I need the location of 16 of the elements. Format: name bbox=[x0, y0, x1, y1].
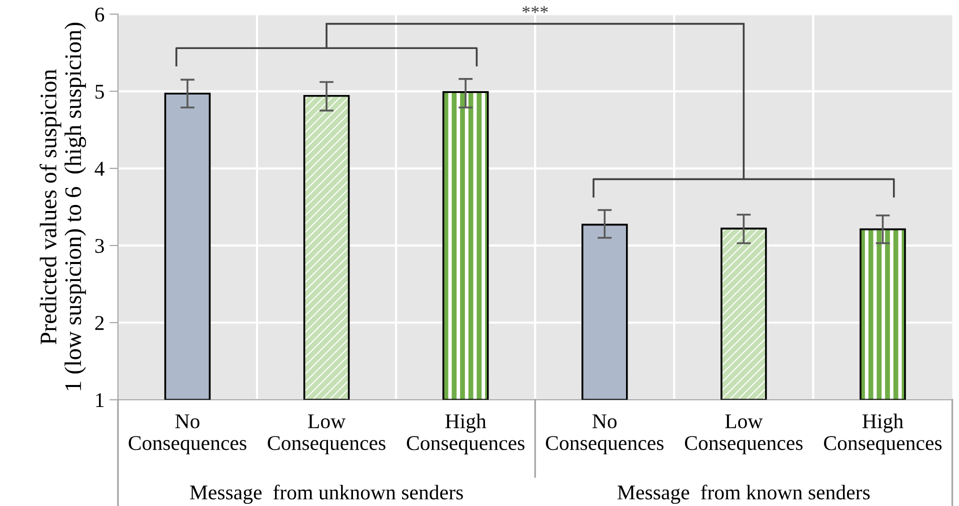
y-tick-label: 3 bbox=[95, 238, 104, 253]
text: Message from unknown senders bbox=[190, 484, 463, 504]
y-tick-label: 1 bbox=[96, 393, 104, 407]
x-tick-label: No Consequences bbox=[128, 414, 246, 454]
text: Message from known senders bbox=[618, 484, 870, 504]
y-tick-label: 2 bbox=[95, 316, 104, 330]
y-tick-label: 4 bbox=[94, 162, 104, 176]
y-tick-label: 5 bbox=[96, 84, 104, 99]
x-tick-label: No Consequences bbox=[546, 414, 664, 454]
y-axis-title: Predicted values of suspicion 1 (low suspicion) to 6 (high suspicion) bbox=[40, 22, 86, 390]
y-tick-label: 6 bbox=[95, 8, 104, 22]
text: *** bbox=[522, 6, 548, 13]
x-tick-label: Low Consequences bbox=[268, 414, 386, 454]
x-tick-label: High Consequences bbox=[406, 414, 524, 454]
x-tick-label: High Consequences bbox=[824, 414, 942, 454]
x-tick-label: Low Consequences bbox=[684, 414, 803, 454]
